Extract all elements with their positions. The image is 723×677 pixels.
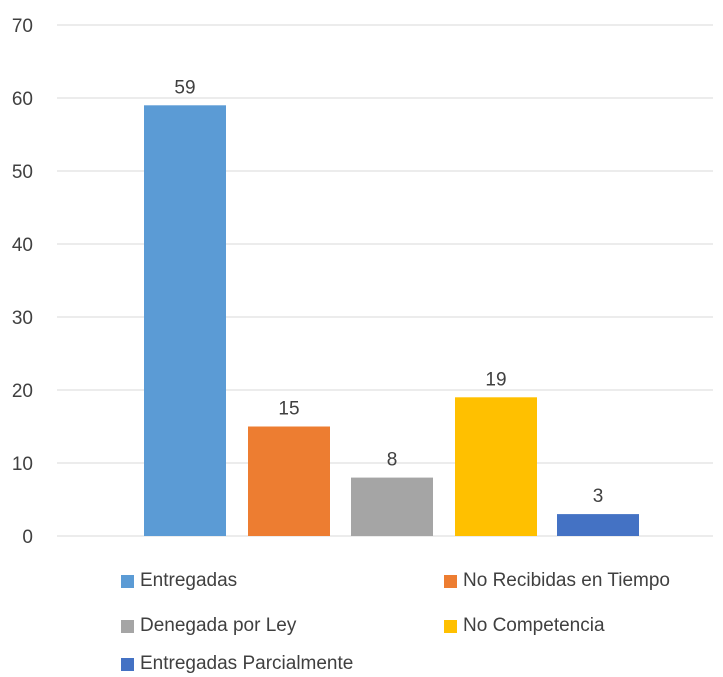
legend-item-entregadas: Entregadas <box>121 570 237 592</box>
legend-label-entregadas-parcialmente: Entregadas Parcialmente <box>140 653 354 674</box>
legend-swatch-denegada-por-ley <box>121 619 134 633</box>
legend-item-denegada-por-ley: Denegada por Ley <box>121 615 296 637</box>
legend-swatch-entregadas-parcialmente <box>121 657 134 671</box>
bar-entregadas <box>144 105 226 537</box>
y-tick-label-0: 0 <box>22 527 33 548</box>
data-label-entregadas: 59 <box>174 77 195 98</box>
legend-item-no-competencia: No Competencia <box>444 615 605 637</box>
y-tick-label-10: 10 <box>12 454 33 475</box>
y-tick-label-40: 40 <box>12 235 33 256</box>
bar-entregadas-parcialmente <box>557 514 639 536</box>
y-tick-label-70: 70 <box>12 16 33 37</box>
bar-no-competencia <box>455 397 537 536</box>
data-label-no-competencia: 19 <box>485 369 506 390</box>
legend-label-entregadas: Entregadas <box>140 570 238 591</box>
legend-label-no-recibidas-en-tiempo: No Recibidas en Tiempo <box>463 570 670 591</box>
legend-item-no-recibidas-en-tiempo: No Recibidas en Tiempo <box>444 570 670 592</box>
legend-swatch-no-competencia <box>444 619 457 633</box>
data-label-denegada-por-ley: 8 <box>387 450 398 471</box>
y-tick-label-50: 50 <box>12 162 33 183</box>
legend-label-no-competencia: No Competencia <box>463 615 605 636</box>
bar-no-recibidas-en-tiempo <box>248 426 330 536</box>
y-tick-label-60: 60 <box>12 89 33 110</box>
y-tick-label-30: 30 <box>12 308 33 329</box>
legend-item-entregadas-parcialmente: Entregadas Parcialmente <box>121 653 353 675</box>
data-label-entregadas-parcialmente: 3 <box>593 486 604 507</box>
legend-swatch-no-recibidas-en-tiempo <box>444 574 457 588</box>
legend-label-denegada-por-ley: Denegada por Ley <box>140 615 297 636</box>
y-tick-label-20: 20 <box>12 381 33 402</box>
bar-denegada-por-ley <box>351 477 433 536</box>
legend-swatch-entregadas <box>121 574 134 588</box>
data-label-no-recibidas-en-tiempo: 15 <box>278 399 299 420</box>
